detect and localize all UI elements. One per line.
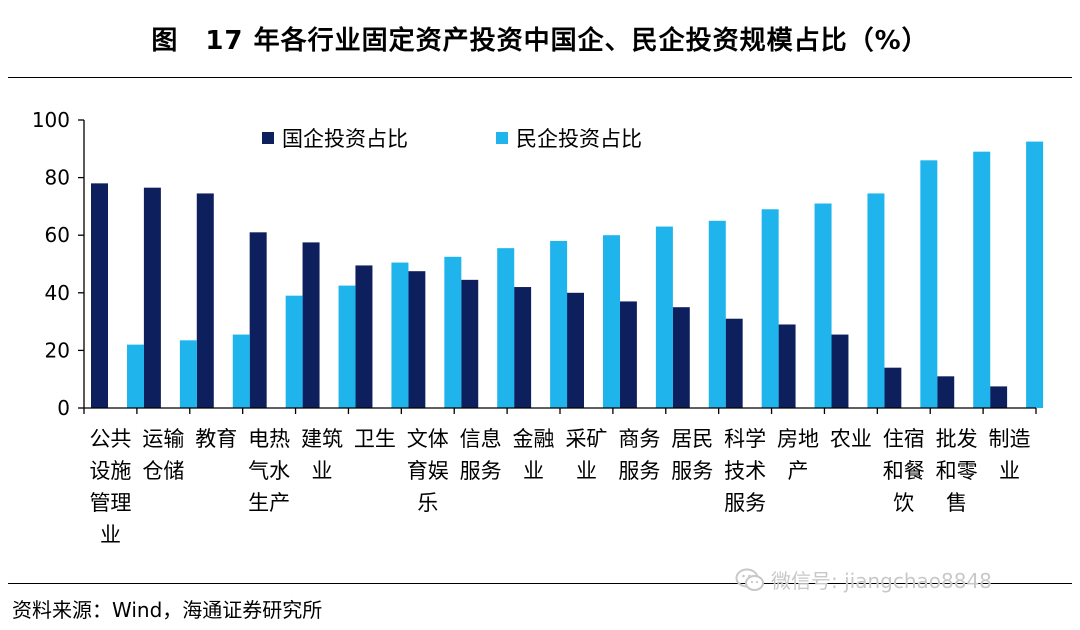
x-tick-label: 公共 (89, 427, 131, 451)
x-tick-label: 房地 (777, 427, 819, 451)
x-tick-label: 乐 (417, 491, 438, 515)
bar-soe (249, 232, 267, 408)
x-tick-label: 信息 (460, 427, 502, 451)
title-divider (8, 77, 1072, 78)
x-tick-label: 农业 (830, 427, 872, 451)
x-tick-label: 电热 (248, 427, 290, 451)
y-tick-label: 100 (32, 108, 70, 132)
bar-private (127, 344, 144, 408)
x-tick-label: 服务 (671, 459, 713, 483)
y-tick-label: 20 (45, 338, 70, 362)
bar-soe (619, 301, 637, 408)
bar-private (920, 160, 938, 408)
bar-private (232, 334, 250, 408)
bar-private (761, 209, 779, 408)
x-tick-label: 运输 (142, 427, 184, 451)
bar-soe (461, 279, 479, 408)
x-tick-label: 管理 (89, 491, 131, 515)
x-tick-label: 业 (576, 459, 597, 483)
x-tick-label: 生产 (248, 491, 290, 515)
x-tick-label: 设施 (89, 459, 131, 483)
legend-label: 国企投资占比 (282, 127, 408, 151)
legend-swatch (262, 132, 274, 144)
bar-private (285, 295, 303, 408)
bar-soe (355, 265, 373, 408)
y-tick-label: 80 (45, 166, 70, 190)
x-tick-label: 金融 (513, 427, 555, 451)
bars (91, 141, 1044, 408)
bar-soe (143, 187, 161, 408)
bar-private (814, 203, 832, 408)
bar-private (497, 248, 515, 408)
x-tick-label: 业 (999, 459, 1020, 483)
x-tick-label: 业 (312, 459, 333, 483)
x-tick-label: 服务 (724, 491, 766, 515)
x-tick-label: 和餐 (883, 459, 925, 483)
source-note: 资料来源：Wind，海通证券研究所 (12, 598, 323, 622)
x-tick-label: 文体 (407, 427, 449, 451)
x-tick-label: 业 (523, 459, 544, 483)
bar-private (391, 262, 409, 408)
bar-soe (937, 376, 955, 408)
legend-label: 民企投资占比 (516, 127, 642, 151)
bar-private (603, 235, 620, 408)
watermark-text: 微信号: jiangchao8848 (771, 569, 992, 593)
bar-soe (567, 292, 584, 408)
y-tick-label: 0 (57, 396, 70, 420)
bar-soe (408, 271, 426, 408)
x-tick-label: 饮 (893, 491, 914, 515)
bar-soe (91, 183, 108, 408)
bar-private (338, 285, 356, 408)
bar-soe (990, 386, 1008, 408)
legend-swatch (496, 132, 508, 144)
watermark: 微信号: jiangchao8848 (735, 565, 992, 594)
x-tick-label: 技术 (724, 459, 766, 483)
bar-private (179, 340, 197, 408)
x-tick-label: 仓储 (142, 459, 184, 483)
footer-divider (8, 583, 1072, 584)
bar-soe (831, 334, 849, 408)
x-tick-label: 采矿 (565, 427, 607, 451)
x-tick-label: 批发 (936, 427, 978, 451)
bar-private (708, 220, 726, 408)
bar-private (444, 256, 462, 408)
x-tick-label: 科学 (724, 427, 766, 451)
x-tick-label: 气水 (248, 459, 290, 483)
bar-private (550, 240, 568, 408)
x-tick-label: 产 (788, 459, 809, 483)
x-tick-label: 育娱 (407, 459, 449, 483)
x-tick-label: 居民 (671, 427, 713, 451)
y-tick-label: 40 (45, 281, 70, 305)
bar-private (973, 151, 991, 408)
x-tick-label: 制造 (989, 427, 1031, 451)
x-tick-label: 商务 (618, 427, 660, 451)
bar-soe (514, 287, 532, 408)
bar-soe (672, 307, 690, 408)
bar-private (655, 226, 673, 408)
x-tick-label: 住宿 (883, 427, 925, 451)
bar-private (867, 193, 885, 408)
x-tick-label: 教育 (195, 427, 237, 451)
x-tick-label: 建筑 (301, 427, 343, 451)
bar-soe (302, 242, 320, 408)
x-tick-label: 卫生 (354, 427, 396, 451)
bar-soe (725, 318, 743, 408)
x-tick-label: 售 (946, 491, 967, 515)
bar-soe (778, 324, 796, 408)
bar-soe (884, 367, 902, 408)
bar-private (1026, 141, 1044, 408)
x-tick-label: 业 (100, 523, 121, 547)
y-axis: 0 20 40 60 80 100 (32, 108, 85, 420)
x-tick-label: 服务 (460, 459, 502, 483)
wechat-icon (735, 568, 764, 591)
x-tick-label: 和零 (936, 459, 978, 483)
bar-soe (196, 193, 214, 408)
chart-title: 图 17 年各行业固定资产投资中国企、民企投资规模占比（%） (151, 25, 929, 56)
x-tick-label: 服务 (618, 459, 660, 483)
y-tick-label: 60 (45, 223, 70, 247)
title-bar: 图 17 年各行业固定资产投资中国企、民企投资规模占比（%） (0, 0, 1080, 76)
legend: 国企投资占比 民企投资占比 (262, 127, 642, 151)
